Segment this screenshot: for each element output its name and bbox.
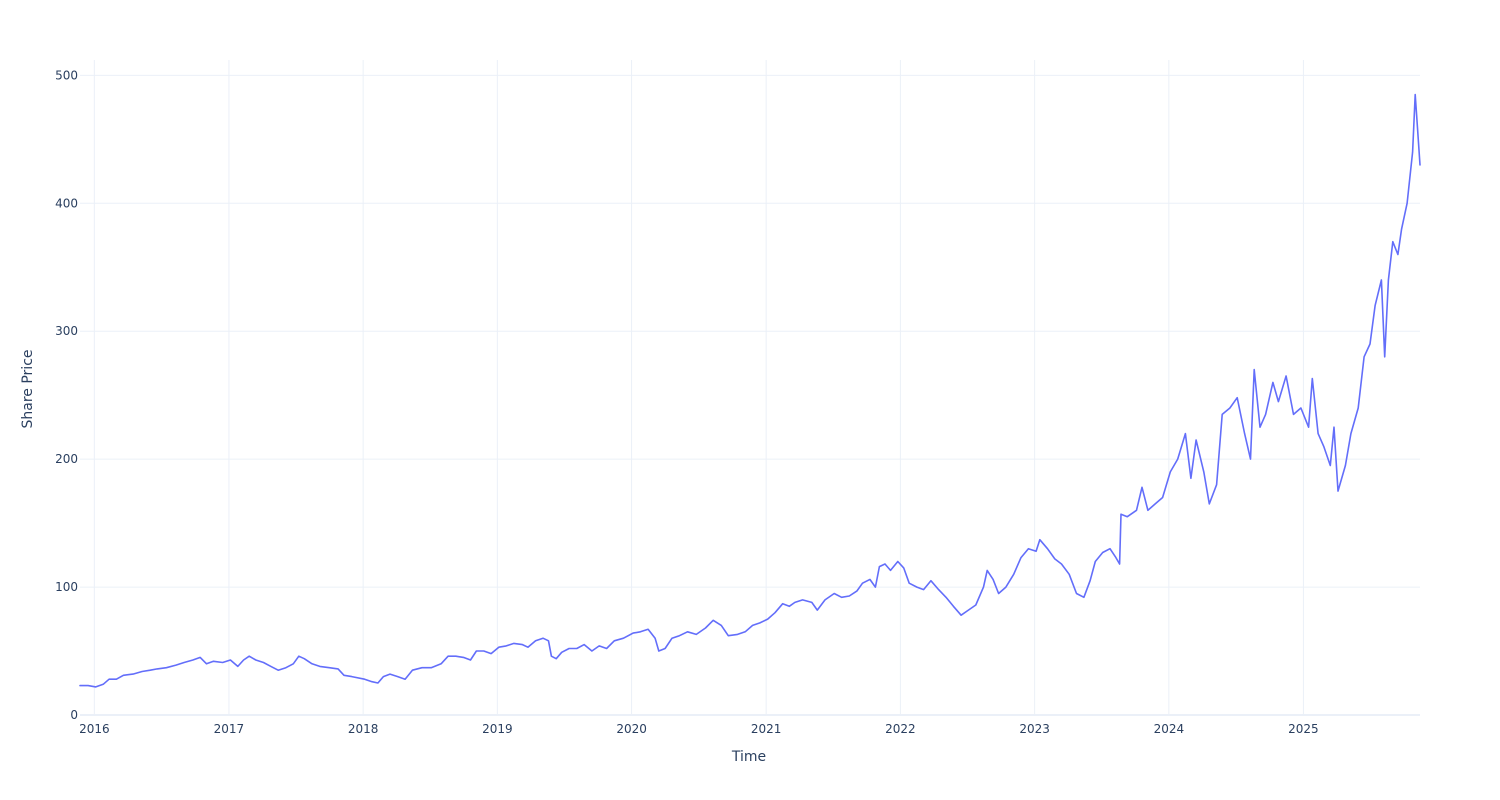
x-tick-label: 2021	[751, 722, 782, 736]
x-tick-label: 2020	[616, 722, 647, 736]
y-tick-label: 200	[55, 452, 78, 466]
y-tick-label: 500	[55, 68, 78, 82]
y-axis-title: Share Price	[20, 349, 36, 428]
x-tick-label: 2025	[1288, 722, 1319, 736]
series-line-0	[79, 93, 1421, 688]
x-tick-label: 2017	[214, 722, 245, 736]
tick-labels: 0 100 200 300 400 500 2016 2017 2018 2019 2020 2021…	[55, 68, 1319, 736]
y-tick-label: 100	[55, 580, 78, 594]
x-tick-label: 2016	[79, 722, 110, 736]
x-tick-label: 2022	[885, 722, 916, 736]
x-tick-label: 2018	[348, 722, 379, 736]
x-tick-label: 2019	[482, 722, 513, 736]
grid-layer	[80, 60, 1420, 716]
y-tick-label: 400	[55, 196, 78, 210]
x-axis-title: Time	[731, 749, 766, 765]
y-tick-label: 300	[55, 324, 78, 338]
series-layer	[79, 93, 1421, 688]
y-tick-label: 0	[70, 708, 78, 722]
x-tick-label: 2024	[1154, 722, 1185, 736]
x-tick-label: 2023	[1019, 722, 1050, 736]
